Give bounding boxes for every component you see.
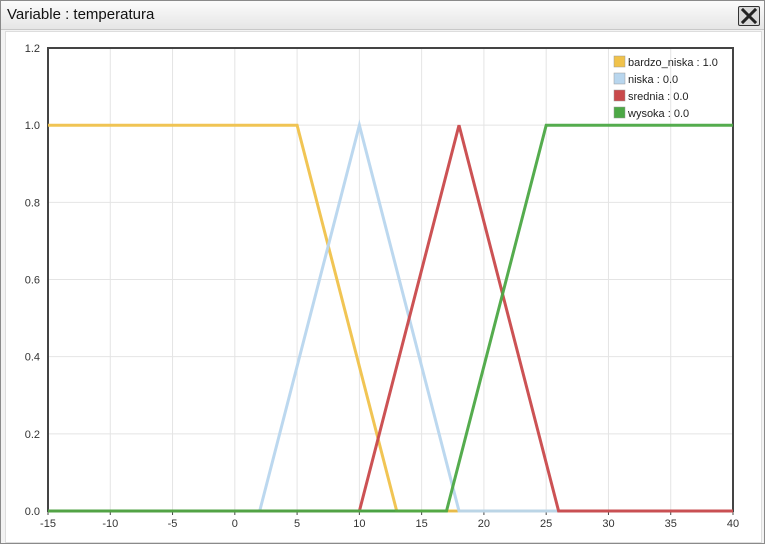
x-tick-label: 30 (602, 518, 614, 530)
membership-chart: -15 -10 -5 0 5 10 15 20 25 30 35 40 0.0 0.2 0.4 0.6 0.8 1… (25, 43, 739, 530)
y-tick-label: 1.0 (25, 120, 40, 132)
y-tick-label: 0.6 (25, 275, 40, 287)
x-tick-label: 35 (665, 518, 677, 530)
legend-label-0: bardzo_niska : 1.0 (628, 57, 718, 69)
y-tick-label: 0.8 (25, 197, 40, 209)
y-tick-label: 0.0 (25, 506, 40, 518)
legend-label-2: srednia : 0.0 (628, 91, 689, 103)
x-tick-label: -5 (168, 518, 178, 530)
x-tick-label: 20 (478, 518, 490, 530)
y-tick-label: 0.2 (25, 429, 40, 441)
close-icon (741, 8, 757, 24)
legend-swatch-3 (613, 106, 626, 119)
y-tick-label: 0.4 (25, 352, 40, 364)
x-tick-label: 5 (294, 518, 300, 530)
series-line-2 (48, 124, 733, 513)
x-tick-label: 40 (727, 518, 739, 530)
legend-swatch-0 (613, 55, 626, 68)
x-tick-label: 0 (232, 518, 238, 530)
legend-label-3: wysoka : 0.0 (627, 108, 689, 120)
series-line-3 (48, 123, 733, 513)
window-title: Variable : temperatura (7, 6, 155, 23)
x-tick-label: 25 (540, 518, 552, 530)
y-tick-label: 1.2 (25, 43, 40, 55)
close-button[interactable] (738, 6, 760, 26)
x-tick-label: -10 (102, 518, 118, 530)
legend-swatch-2 (613, 89, 626, 102)
series-line-1 (48, 119, 733, 513)
series-line-0 (48, 123, 733, 513)
x-tick-label: 15 (416, 518, 428, 530)
window-titlebar[interactable]: Variable : temperatura (1, 1, 764, 30)
x-tick-label: -15 (40, 518, 56, 530)
x-tick-label: 10 (353, 518, 365, 530)
legend-swatch-1 (613, 72, 626, 85)
chart-area: -15 -10 -5 0 5 10 15 20 25 30 35 40 0.0 0.2 0.4 0.6 0.8 1… (5, 31, 762, 543)
legend-label-1: niska : 0.0 (628, 74, 678, 86)
